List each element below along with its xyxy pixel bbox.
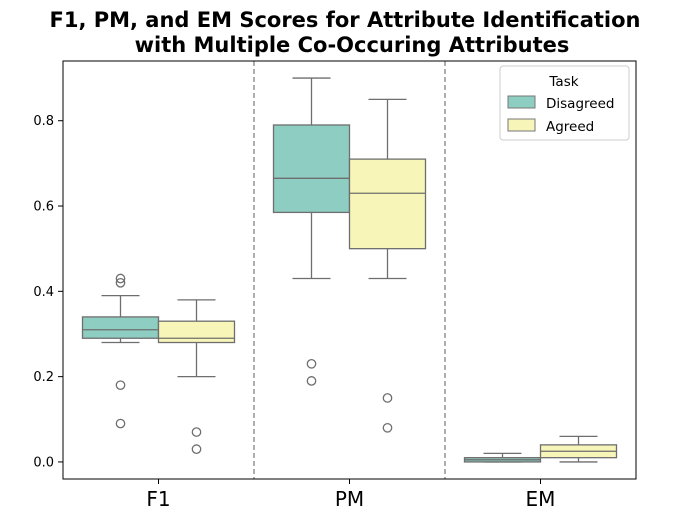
box-iqr xyxy=(272,124,351,214)
outlier-point xyxy=(115,277,126,288)
y-tick-label: 0.2 xyxy=(33,370,54,385)
legend-swatch-agreed xyxy=(507,118,536,132)
legend-title: Task xyxy=(548,74,578,90)
outlier-point xyxy=(306,358,317,369)
box-agreed-f1 xyxy=(157,299,236,454)
x-tick-label: PM xyxy=(335,487,364,511)
outlier-point xyxy=(115,380,126,391)
y-tick-label: 0.8 xyxy=(33,114,54,129)
legend-label-agreed: Agreed xyxy=(546,119,594,135)
outlier-point xyxy=(115,273,126,284)
outlier-point xyxy=(306,376,317,386)
box-iqr xyxy=(81,316,160,339)
chart-title-line-1: F1, PM, and EM Scores for Attribute Iden… xyxy=(49,8,640,32)
box-disagreed-em xyxy=(463,452,542,463)
box-agreed-pm xyxy=(348,98,427,433)
legend-swatch-disagreed xyxy=(507,95,536,109)
box-disagreed-f1 xyxy=(81,273,160,429)
outlier-point xyxy=(382,422,393,433)
outlier-point xyxy=(115,418,126,429)
plot-area xyxy=(81,61,618,479)
legend-label-disagreed: Disagreed xyxy=(546,96,614,112)
box-disagreed-pm xyxy=(272,77,351,386)
y-tick-label: 0.0 xyxy=(33,455,54,470)
y-tick-label: 0.6 xyxy=(33,200,54,215)
outlier-point xyxy=(382,393,393,403)
legend: Task Disagreed Agreed xyxy=(499,65,630,141)
chart-title-line-2: with Multiple Co-Occuring Attributes xyxy=(135,33,570,57)
outlier-point xyxy=(191,444,202,454)
x-tick-label: F1 xyxy=(146,487,170,511)
y-tick-label: 0.4 xyxy=(33,285,54,300)
box-iqr xyxy=(157,320,236,344)
outlier-point xyxy=(191,427,202,437)
box-agreed-em xyxy=(539,435,618,463)
x-tick-label: EM xyxy=(526,487,556,511)
box-iqr xyxy=(348,158,427,250)
